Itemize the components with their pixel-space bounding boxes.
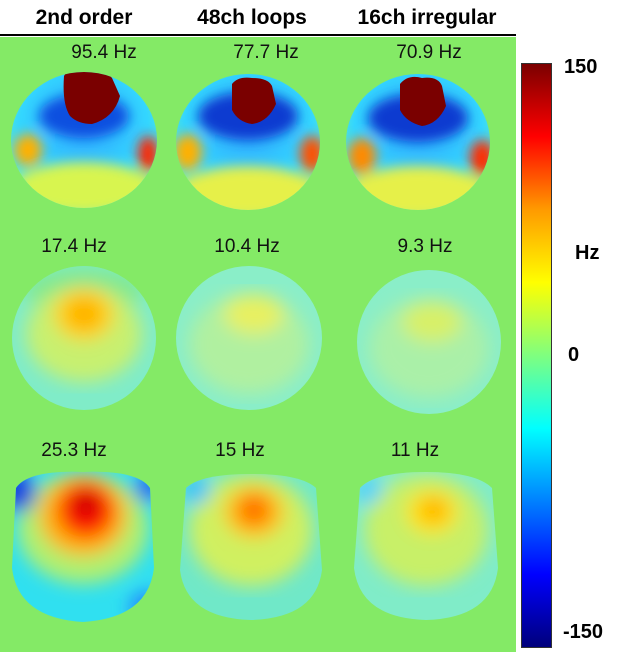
column-header-2nd-order: 2nd order [35,6,133,29]
brain-map-r1c2 [176,74,320,210]
label-row2-col1: 17.4 Hz [41,236,107,257]
label-row1-col2: 77.7 Hz [233,42,299,63]
label-row3-col3: 11 Hz [390,440,440,461]
colorbar-gradient [521,63,552,648]
brain-map-r1c1 [11,72,157,208]
brain-map-r2c2 [176,266,322,410]
colorbar-unit-label: Hz [575,242,600,264]
brain-map-r3c2 [180,474,322,620]
label-row3-col1: 25.3 Hz [41,440,107,461]
label-row2-col2: 10.4 Hz [214,236,280,257]
brain-map-r3c3 [354,472,498,620]
brain-map-r1c3 [346,74,490,210]
brain-map-r2c3 [357,270,501,414]
header-rule [0,34,516,36]
label-row2-col3: 9.3 Hz [397,236,453,257]
label-row3-col2: 15 Hz [215,440,265,461]
label-row1-col1: 95.4 Hz [71,42,137,63]
colorbar [521,63,552,648]
brain-map-r3c1 [12,471,154,622]
colorbar-min-label: -150 [563,621,604,643]
colorbar-mid-label: 0 [568,344,580,366]
brain-map-r2c1 [12,266,156,410]
colorbar-max-label: 150 [564,56,598,78]
column-header-48ch-loops: 48ch loops [197,6,307,29]
column-header-16ch-irregular: 16ch irregular [357,6,497,29]
label-row1-col3: 70.9 Hz [396,42,462,63]
